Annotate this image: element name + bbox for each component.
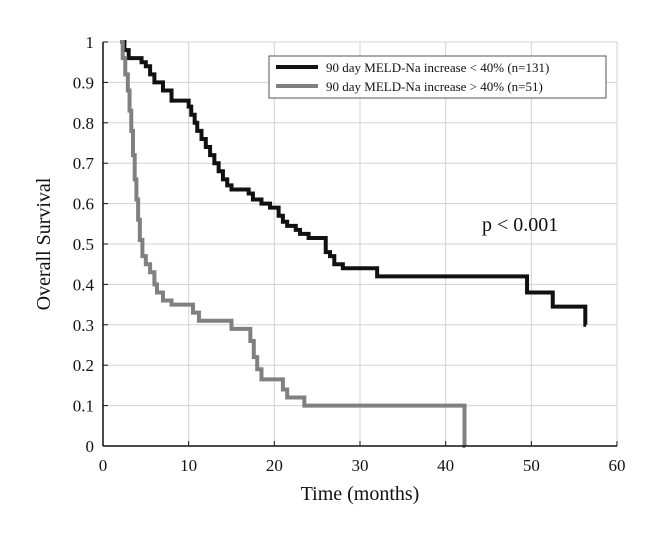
x-tick-label: 10 [180, 456, 197, 475]
y-tick-label: 0.3 [73, 316, 94, 335]
x-tick-label: 50 [523, 456, 540, 475]
x-tick-label: 0 [99, 456, 108, 475]
y-tick-label: 0.7 [73, 154, 95, 173]
survival-curve-series-1 [120, 40, 588, 327]
y-tick-label: 0 [86, 437, 95, 456]
tick-labels: 0 10 20 30 40 50 60 0 0.1 0.2 0.3 0.4 0.5 0.6 0.7 0.8 0.… [73, 33, 626, 475]
x-tick-label: 30 [352, 456, 369, 475]
legend-box [268, 55, 607, 99]
legend: 90 day MELD-Na increase < 40% (n=131) 90… [268, 55, 607, 99]
p-value-annotation: p < 0.001 [482, 214, 558, 236]
y-tick-label: 0.4 [73, 275, 95, 294]
y-tick-label: 0.8 [73, 114, 94, 133]
y-tick-label: 0.2 [73, 356, 94, 375]
survival-curve-series-2 [120, 40, 467, 448]
grid-lines [102, 41, 618, 447]
series-group [120, 40, 588, 448]
x-axis-label: Time (months) [301, 483, 420, 505]
y-tick-label: 0.5 [73, 235, 94, 254]
plot-frame [102, 41, 618, 447]
x-tick-label: 60 [609, 456, 626, 475]
legend-label-series-1: 90 day MELD-Na increase < 40% (n=131) [326, 60, 549, 75]
y-tick-label: 0.1 [73, 397, 94, 416]
legend-label-series-2: 90 day MELD-Na increase > 40% (n=51) [326, 79, 543, 94]
x-tick-label: 20 [266, 456, 283, 475]
y-tick-label: 1 [86, 33, 95, 52]
x-tick-label: 40 [437, 456, 454, 475]
y-axis-label: Overall Survival [33, 177, 55, 310]
y-tick-label: 0.6 [73, 195, 94, 214]
y-tick-label: 0.9 [73, 73, 94, 92]
